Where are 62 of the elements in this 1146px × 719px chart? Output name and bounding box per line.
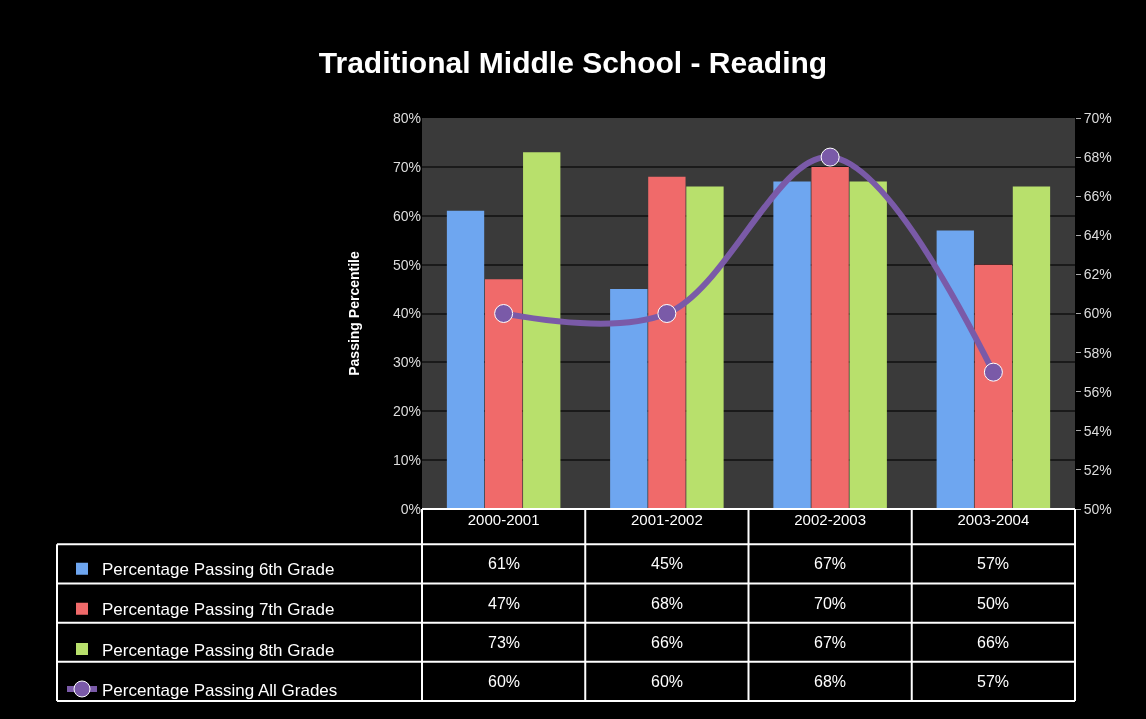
bar — [523, 152, 561, 509]
bar — [773, 181, 811, 509]
data-label: 45% — [651, 555, 684, 572]
bar — [811, 166, 849, 509]
bar — [446, 210, 485, 509]
data-label: 66% — [977, 634, 1010, 651]
y2-tick-label: 70% — [1083, 109, 1112, 126]
bar — [936, 230, 974, 509]
data-label: 70% — [814, 595, 847, 612]
data-label: 61% — [488, 555, 521, 572]
bar — [1012, 186, 1051, 509]
data-label: 50% — [977, 595, 1010, 612]
y2-tick-label: 52% — [1083, 461, 1112, 478]
bar — [849, 181, 887, 509]
legend-label: Percentage Passing 8th Grade — [102, 640, 335, 660]
y2-tick-label: 60% — [1083, 305, 1112, 322]
y2-tick-label: 54% — [1083, 422, 1112, 439]
point — [494, 304, 514, 323]
bar — [974, 264, 1013, 509]
y-tick-label: 70% — [392, 158, 421, 175]
y-tick-label: 30% — [392, 354, 421, 371]
data-label: 73% — [488, 634, 521, 651]
data-label: 57% — [977, 555, 1010, 572]
y2-tick-label: 50% — [1083, 500, 1112, 517]
x-tick-label: 2002-2003 — [794, 511, 866, 528]
y2-tick-label: 64% — [1083, 227, 1112, 244]
data-label: 60% — [488, 673, 521, 690]
y2-tick-label: 66% — [1083, 188, 1112, 205]
y-tick-label: 60% — [392, 207, 421, 224]
data-label: 47% — [488, 595, 521, 612]
x-tick-label: 2001-2002 — [631, 511, 703, 528]
y-tick-label: 0% — [400, 500, 421, 517]
x-tick-label: 2003-2004 — [957, 511, 1030, 528]
point — [983, 362, 1003, 382]
legend-label: Percentage Passing 6th Grade — [102, 560, 335, 580]
data-label: 68% — [651, 595, 684, 612]
y-tick-label: 40% — [392, 305, 421, 322]
bar — [686, 186, 724, 509]
legend-label: Percentage Passing All Grades — [102, 680, 338, 700]
data-label: 68% — [814, 673, 847, 690]
y2-tick-label: 68% — [1083, 149, 1112, 165]
y-axis-title: Passing Percentile — [345, 251, 362, 376]
data-label: 66% — [651, 634, 684, 651]
data-label: 60% — [651, 673, 684, 690]
data-label: 67% — [814, 555, 847, 572]
data-label: 57% — [977, 673, 1010, 690]
y-tick-label: 50% — [392, 256, 421, 273]
y-tick-label: 80% — [392, 109, 421, 126]
y2-tick-label: 56% — [1083, 383, 1112, 400]
y2-tick-label: 62% — [1083, 266, 1112, 283]
data-label: 67% — [814, 634, 847, 651]
y-tick-label: 20% — [392, 403, 421, 420]
x-tick-label: 2000-2001 — [467, 511, 540, 528]
bar — [610, 289, 648, 509]
chart-title: Traditional Middle School - Reading — [318, 45, 828, 79]
y2-tick-label: 58% — [1083, 344, 1112, 361]
legend-label: Percentage Passing 7th Grade — [102, 600, 335, 620]
bar — [484, 279, 523, 509]
y-tick-label: 10% — [392, 452, 421, 469]
point — [657, 304, 677, 323]
point — [820, 147, 840, 167]
bar — [648, 176, 686, 509]
